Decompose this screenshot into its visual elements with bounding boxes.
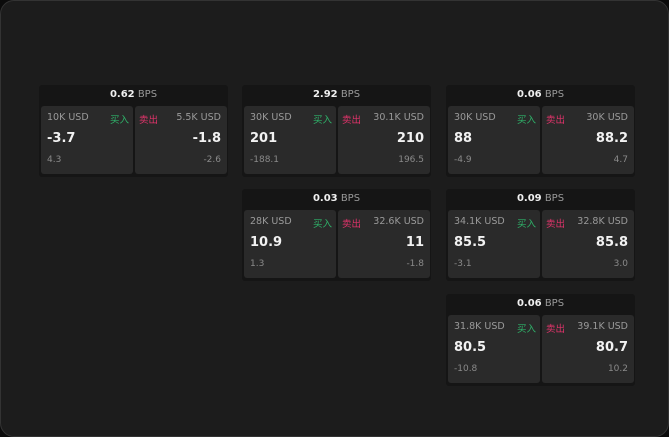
sell-change: 4.7 — [613, 155, 628, 165]
spread-unit: BPS — [137, 89, 158, 100]
buy-price: 10.9 — [250, 235, 283, 250]
sell-quote-button[interactable]: 32.8K USD 卖出 85.8 3.0 — [542, 210, 634, 278]
sell-change: 10.2 — [607, 364, 628, 374]
spread-value: 0.03 — [312, 193, 338, 204]
quote-card: 0.62 BPS 10K USD 买入 -3.7 4.3 5.5K USD 卖出… — [39, 85, 228, 177]
spread-header: 0.03 BPS — [242, 189, 431, 209]
sell-size: 32.8K USD — [577, 216, 628, 227]
buy-quote-button[interactable]: 30K USD 买入 88 -4.9 — [448, 106, 540, 174]
spread-unit: BPS — [544, 193, 565, 204]
sell-quote-button[interactable]: 32.6K USD 卖出 11 -1.8 — [338, 210, 430, 278]
sell-change: 3.0 — [613, 259, 628, 269]
sell-label: 卖出 — [546, 219, 566, 230]
sell-size: 30.1K USD — [373, 112, 424, 123]
buy-label: 买入 — [109, 115, 129, 126]
spread-value: 0.06 — [516, 298, 542, 309]
spread-unit: BPS — [544, 298, 565, 309]
buy-size: 28K USD — [250, 216, 292, 227]
buy-size: 30K USD — [250, 112, 292, 123]
buy-label: 买入 — [516, 324, 536, 335]
buy-size: 30K USD — [454, 112, 496, 123]
sell-price: 85.8 — [595, 235, 628, 250]
buy-size: 31.8K USD — [454, 321, 505, 332]
spread-value: 0.09 — [516, 193, 542, 204]
sell-quote-button[interactable]: 5.5K USD 卖出 -1.8 -2.6 — [135, 106, 227, 174]
buy-label: 买入 — [516, 219, 536, 230]
buy-quote-button[interactable]: 31.8K USD 买入 80.5 -10.8 — [448, 315, 540, 383]
sell-size: 32.6K USD — [373, 216, 424, 227]
quote-card: 0.06 BPS 31.8K USD 买入 80.5 -10.8 39.1K U… — [446, 294, 635, 386]
buy-change: 4.3 — [47, 155, 62, 165]
spread-header: 0.06 BPS — [446, 85, 635, 105]
spread-value: 0.06 — [516, 89, 542, 100]
sell-label: 卖出 — [139, 115, 159, 126]
sell-price: 210 — [396, 131, 424, 146]
sell-size: 30K USD — [586, 112, 628, 123]
buy-size: 34.1K USD — [454, 216, 505, 227]
sell-label: 卖出 — [342, 219, 362, 230]
sell-size: 39.1K USD — [577, 321, 628, 332]
buy-label: 买入 — [312, 219, 332, 230]
spread-header: 2.92 BPS — [242, 85, 431, 105]
buy-price: 85.5 — [454, 235, 487, 250]
buy-change: -10.8 — [454, 364, 478, 374]
sell-quote-button[interactable]: 30.1K USD 卖出 210 196.5 — [338, 106, 430, 174]
spread-value: 0.62 — [109, 89, 135, 100]
sell-change: 196.5 — [398, 155, 424, 165]
sell-quote-button[interactable]: 39.1K USD 卖出 80.7 10.2 — [542, 315, 634, 383]
quote-card: 0.03 BPS 28K USD 买入 10.9 1.3 32.6K USD 卖… — [242, 189, 431, 281]
sell-price: 11 — [405, 235, 424, 250]
buy-price: -3.7 — [47, 131, 76, 146]
spread-header: 0.62 BPS — [39, 85, 228, 105]
buy-change: 1.3 — [250, 259, 265, 269]
buy-size: 10K USD — [47, 112, 89, 123]
buy-change: -3.1 — [454, 259, 472, 269]
sell-quote-button[interactable]: 30K USD 卖出 88.2 4.7 — [542, 106, 634, 174]
buy-quote-button[interactable]: 30K USD 买入 201 -188.1 — [244, 106, 336, 174]
sell-change: -1.8 — [406, 259, 424, 269]
sell-price: 80.7 — [595, 340, 628, 355]
sell-change: -2.6 — [203, 155, 221, 165]
buy-price: 201 — [250, 131, 278, 146]
sell-size: 5.5K USD — [176, 112, 221, 123]
buy-change: -4.9 — [454, 155, 472, 165]
spread-value: 2.92 — [312, 89, 338, 100]
buy-quote-button[interactable]: 28K USD 买入 10.9 1.3 — [244, 210, 336, 278]
spread-unit: BPS — [340, 193, 361, 204]
buy-label: 买入 — [312, 115, 332, 126]
spread-header: 0.09 BPS — [446, 189, 635, 209]
quote-card: 2.92 BPS 30K USD 买入 201 -188.1 30.1K USD… — [242, 85, 431, 177]
quote-card: 0.09 BPS 34.1K USD 买入 85.5 -3.1 32.8K US… — [446, 189, 635, 281]
sell-price: -1.8 — [192, 131, 221, 146]
buy-price: 80.5 — [454, 340, 487, 355]
spread-header: 0.06 BPS — [446, 294, 635, 314]
buy-change: -188.1 — [250, 155, 280, 165]
spread-unit: BPS — [340, 89, 361, 100]
buy-price: 88 — [454, 131, 473, 146]
sell-label: 卖出 — [546, 324, 566, 335]
sell-label: 卖出 — [342, 115, 362, 126]
buy-quote-button[interactable]: 34.1K USD 买入 85.5 -3.1 — [448, 210, 540, 278]
buy-quote-button[interactable]: 10K USD 买入 -3.7 4.3 — [41, 106, 133, 174]
spread-unit: BPS — [544, 89, 565, 100]
quote-card: 0.06 BPS 30K USD 买入 88 -4.9 30K USD 卖出 8… — [446, 85, 635, 177]
buy-label: 买入 — [516, 115, 536, 126]
sell-label: 卖出 — [546, 115, 566, 126]
sell-price: 88.2 — [595, 131, 628, 146]
